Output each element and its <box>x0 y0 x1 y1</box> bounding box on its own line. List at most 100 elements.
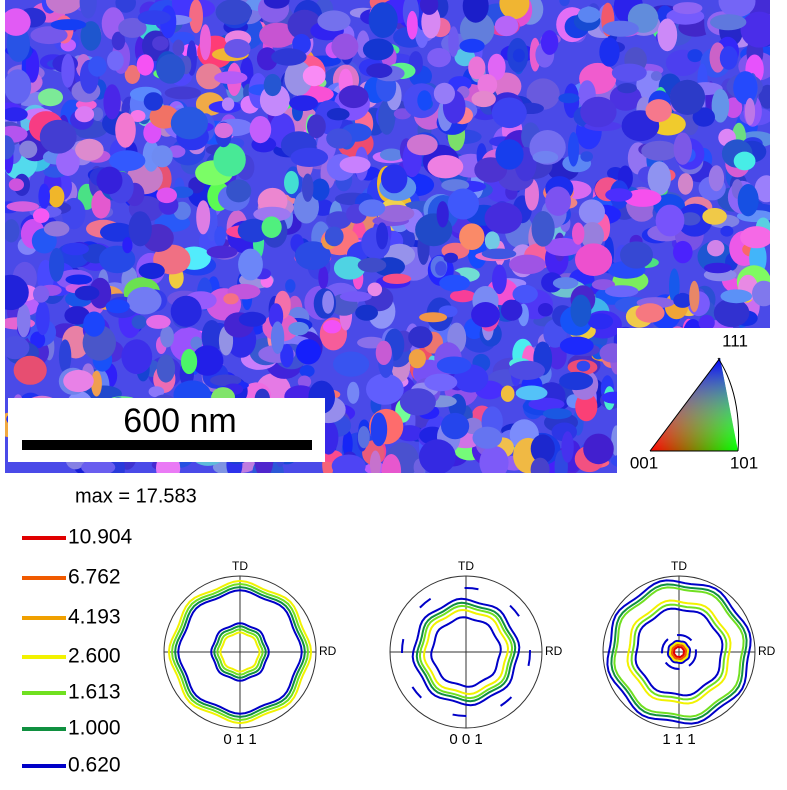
grain <box>79 0 97 19</box>
grain <box>92 107 104 121</box>
grain <box>362 38 394 61</box>
grain <box>5 107 28 122</box>
grain <box>156 187 177 204</box>
grain <box>263 0 290 9</box>
grain <box>33 285 50 303</box>
grain <box>128 211 152 247</box>
grain <box>201 320 222 354</box>
grain <box>487 53 506 81</box>
grain <box>109 150 146 172</box>
grain <box>531 211 555 247</box>
grain <box>419 439 456 473</box>
pole-td: TD <box>232 559 248 573</box>
grain <box>680 212 701 226</box>
contour <box>673 646 685 658</box>
legend-label: 0.620 <box>68 754 121 777</box>
grain <box>81 459 116 473</box>
grain <box>370 412 388 447</box>
grain <box>160 325 175 348</box>
grain <box>711 88 730 123</box>
grain <box>367 282 383 297</box>
grain <box>61 242 89 256</box>
grain <box>357 426 370 449</box>
grain <box>115 112 136 148</box>
grain <box>111 31 126 51</box>
grain <box>508 360 546 380</box>
contour <box>411 597 521 707</box>
grain <box>450 290 476 303</box>
grain <box>441 412 470 440</box>
grain <box>38 183 50 209</box>
grain <box>221 97 235 111</box>
grain <box>559 0 570 7</box>
contour <box>210 622 270 682</box>
grain <box>526 78 560 110</box>
grain <box>436 356 472 375</box>
grain <box>58 339 72 374</box>
grain <box>355 304 378 321</box>
grain <box>544 237 582 257</box>
grain <box>5 8 31 36</box>
grain <box>5 274 29 311</box>
grain <box>38 88 63 107</box>
grain <box>459 38 485 53</box>
grain <box>575 392 598 422</box>
grain <box>322 290 334 314</box>
grain <box>647 161 671 196</box>
grain <box>495 139 524 170</box>
grain <box>737 184 759 217</box>
grain <box>509 254 546 275</box>
grain <box>127 286 162 315</box>
grain <box>295 339 321 365</box>
grain <box>30 26 68 45</box>
grain <box>375 340 392 365</box>
grain <box>323 320 342 334</box>
grain <box>156 354 176 383</box>
grain <box>713 298 750 328</box>
grain <box>56 148 80 176</box>
grain <box>580 222 604 250</box>
grain <box>64 306 90 325</box>
grain <box>406 10 418 40</box>
contour <box>177 589 303 715</box>
grain <box>645 99 672 123</box>
scale-bar-label: 600 nm <box>123 402 236 440</box>
grain <box>491 97 527 129</box>
grain <box>744 97 756 126</box>
grain <box>611 63 647 82</box>
grain <box>307 114 326 139</box>
grain <box>754 175 770 203</box>
ipf-label: 111 <box>722 331 748 350</box>
grain <box>587 313 614 330</box>
grain <box>719 46 738 70</box>
ebsd-map <box>5 0 770 473</box>
grain <box>48 185 65 208</box>
ipf-key-overlay <box>650 358 738 451</box>
pole-figures: TD RD 0 1 1 TD RD 0 0 1 TD RD 1 1 1 <box>163 559 776 748</box>
grain <box>673 132 692 165</box>
contour <box>606 579 752 725</box>
grain <box>91 370 102 397</box>
grain <box>170 106 208 140</box>
grain <box>655 204 685 237</box>
grain <box>191 345 224 376</box>
grain <box>381 164 408 194</box>
grain <box>263 73 282 97</box>
grain <box>118 17 147 38</box>
grain <box>61 53 75 88</box>
legend-label: 4.193 <box>68 606 121 629</box>
grain <box>720 225 734 237</box>
grain <box>703 262 732 274</box>
legend-label: 1.613 <box>68 681 121 704</box>
contour <box>167 579 313 725</box>
legend-label: 2.600 <box>68 645 121 668</box>
pole-label: 0 0 1 <box>449 731 482 748</box>
contour <box>634 607 724 697</box>
grain <box>75 138 104 161</box>
grain <box>583 433 614 465</box>
grain <box>226 179 252 203</box>
grain <box>441 179 470 192</box>
contour <box>213 625 267 679</box>
pole-td: TD <box>671 559 687 573</box>
